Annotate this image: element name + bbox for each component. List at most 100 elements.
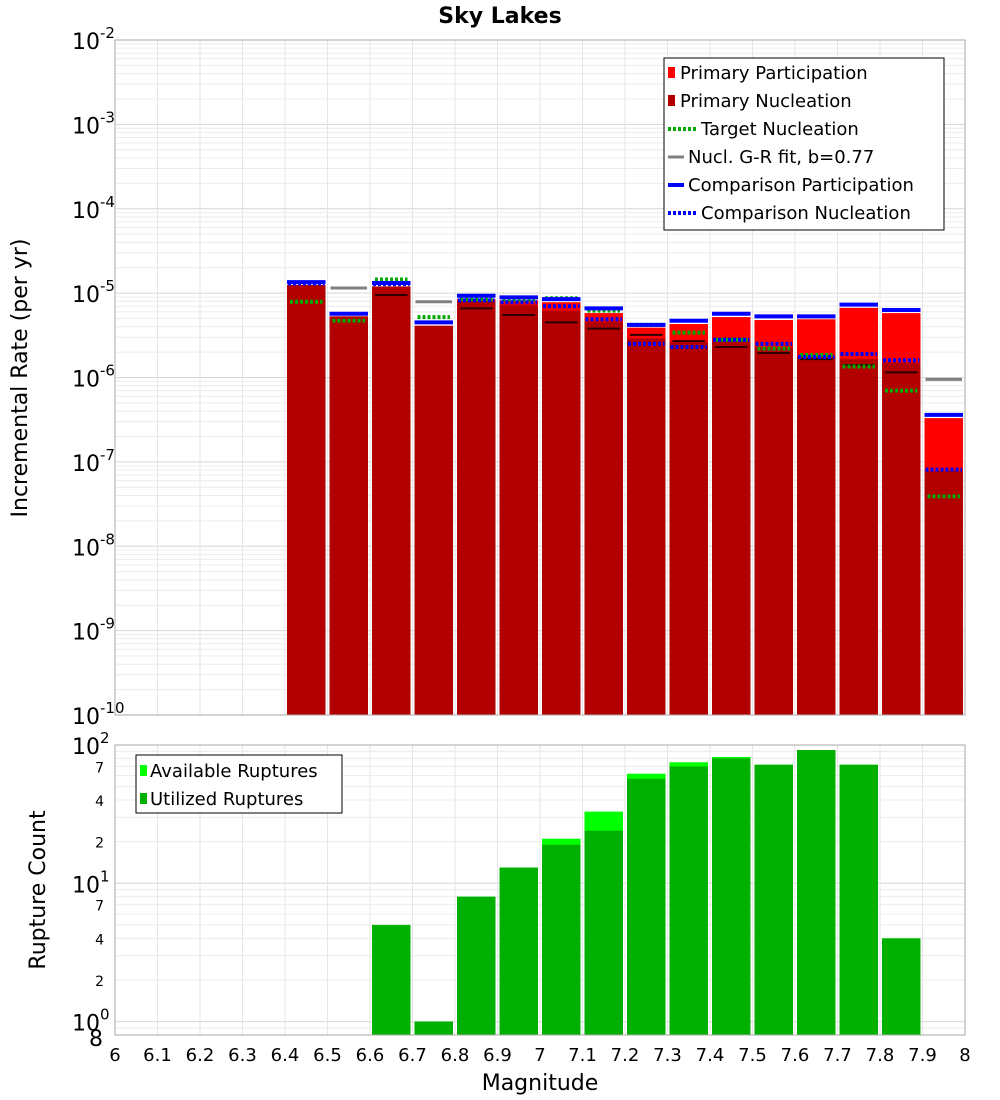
count-legend-box [135, 754, 343, 814]
primary-nucleation-bar [627, 338, 666, 715]
primary-nucleation-bar [414, 325, 453, 715]
utilized-ruptures-bar [712, 758, 751, 1035]
count-y-minor-tick-label: 7 [95, 899, 104, 915]
primary-nucleation-bar [287, 284, 326, 715]
count-y-tick-label: 101 [72, 867, 110, 898]
tick-exponent: 2 [100, 729, 110, 747]
rate-y-tick-label: 10-9 [72, 615, 115, 646]
rate-y-tick-label: 10-5 [72, 277, 115, 308]
tick-base: 10 [72, 283, 100, 308]
chart-title: Sky Lakes [438, 4, 561, 29]
utilized-ruptures-bar [414, 1021, 453, 1035]
tick-exponent: -5 [100, 277, 115, 295]
tick-exponent: -6 [100, 362, 115, 380]
rate-panel: 10-210-310-410-510-610-710-810-910-10 In… [8, 24, 966, 730]
tick-exponent: 0 [100, 1006, 110, 1024]
x-tick-label: 7.2 [611, 1045, 640, 1066]
legend-label-primary-nucleation: Primary Nucleation [680, 91, 852, 112]
tick-base: 10 [72, 735, 100, 760]
count-plot-frame [114, 744, 966, 1036]
x-tick-label: 6.8 [441, 1045, 470, 1066]
rate-bars [287, 284, 963, 715]
primary-nucleation-bar [372, 286, 411, 715]
x-tick-label: 6.1 [143, 1045, 172, 1066]
utilized-ruptures-bar [372, 924, 411, 1035]
rate-y-tick-label: 10-4 [72, 193, 115, 224]
utilized-ruptures-bar [627, 778, 666, 1035]
legend-label-comparison-nucleation: Comparison Nucleation [701, 203, 911, 224]
x-tick-label: 7.5 [738, 1045, 767, 1066]
tick-base: 10 [72, 452, 100, 477]
tick-exponent: -9 [100, 615, 115, 633]
utilized-ruptures-bar [542, 844, 581, 1035]
tick-exponent: -8 [100, 530, 115, 548]
legend-label-utilized: Utilized Ruptures [150, 789, 303, 810]
utilized-ruptures-bar [669, 766, 708, 1035]
tick-base: 10 [72, 368, 100, 393]
x-tick-label: 6 [109, 1045, 120, 1066]
primary-nucleation-bar [584, 321, 623, 715]
primary-nucleation-bar [499, 305, 538, 715]
x-tick-label: 6.3 [228, 1045, 257, 1066]
tick-base: 10 [72, 30, 100, 55]
x-tick-label: 6.6 [356, 1045, 385, 1066]
primary-nucleation-bar [797, 356, 836, 715]
tick-base: 10 [72, 705, 100, 730]
primary-nucleation-bar [329, 316, 368, 715]
primary-nucleation-bar [542, 310, 581, 715]
tick-exponent: -4 [100, 193, 115, 211]
rate-y-axis-label: Incremental Rate (per yr) [8, 239, 33, 518]
tick-base: 10 [72, 114, 100, 139]
x-tick-label: 7.7 [823, 1045, 852, 1066]
utilized-ruptures-bar [457, 896, 496, 1035]
utilized-ruptures-bar [797, 750, 836, 1035]
x-tick-label: 6.2 [186, 1045, 215, 1066]
x-tick-label: 6.9 [483, 1045, 512, 1066]
rate-plot-frame [114, 39, 966, 716]
legend-label-gr-fit: Nucl. G-R fit, b=0.77 [688, 147, 874, 168]
tick-base: 10 [72, 873, 100, 898]
utilized-ruptures-bar [499, 867, 538, 1035]
count-y-minor-tick-label: 4 [95, 794, 104, 810]
tick-base: 10 [72, 1012, 100, 1037]
count-y-minor-tick-label: 7 [95, 760, 104, 776]
rate-legend: Primary Participation Primary Nucleation… [663, 57, 945, 231]
tick-exponent: -3 [100, 108, 115, 126]
x-tick-label: 7.1 [568, 1045, 597, 1066]
tick-base: 10 [72, 199, 100, 224]
utilized-ruptures-bar [584, 830, 623, 1035]
legend-swatch-available [140, 765, 147, 776]
tick-exponent: -7 [100, 446, 115, 464]
utilized-ruptures-bar [754, 764, 793, 1035]
x-tick-label: 6.5 [313, 1045, 342, 1066]
rate-y-tick-label: 10-2 [72, 24, 115, 55]
primary-nucleation-bar [457, 301, 496, 715]
primary-nucleation-bar [839, 359, 878, 715]
primary-nucleation-bar [924, 470, 963, 715]
primary-nucleation-bar [712, 341, 751, 715]
primary-nucleation-bar [754, 346, 793, 715]
legend-label-target-nucleation: Target Nucleation [700, 119, 859, 140]
x-tick-label: 8 [959, 1045, 970, 1066]
rate-y-tick-label: 10-7 [72, 446, 115, 477]
x-tick-label: 7.3 [653, 1045, 682, 1066]
count-y-minor-tick-label: 4 [95, 932, 104, 948]
x-tick-label: 7.8 [866, 1045, 895, 1066]
tick-base: 10 [72, 621, 100, 646]
legend-swatch-primary-nucleation [668, 95, 675, 106]
rate-y-tick-label: 10-6 [72, 362, 115, 393]
primary-nucleation-bar [882, 362, 921, 715]
legend-label-primary-participation: Primary Participation [680, 63, 868, 84]
tick-exponent: -10 [100, 699, 125, 717]
rate-y-tick-label: 10-10 [72, 699, 125, 730]
x-tick-labels: 6 6.1 6.2 6.3 6.4 6.5 6.6 6.7 6.8 6.9 7 7.1 7.2 7.3 7.… [109, 1045, 970, 1066]
x-tick-label: 7.4 [696, 1045, 725, 1066]
rate-y-tick-label: 10-3 [72, 108, 115, 139]
legend-swatch-primary-participation [668, 67, 675, 78]
rate-y-ticks: 10-210-310-410-510-610-710-810-910-10 [72, 24, 125, 730]
count-y-minor-tick-label: 2 [95, 836, 104, 852]
x-tick-label: 7.9 [908, 1045, 937, 1066]
rate-legend-box [663, 57, 945, 231]
